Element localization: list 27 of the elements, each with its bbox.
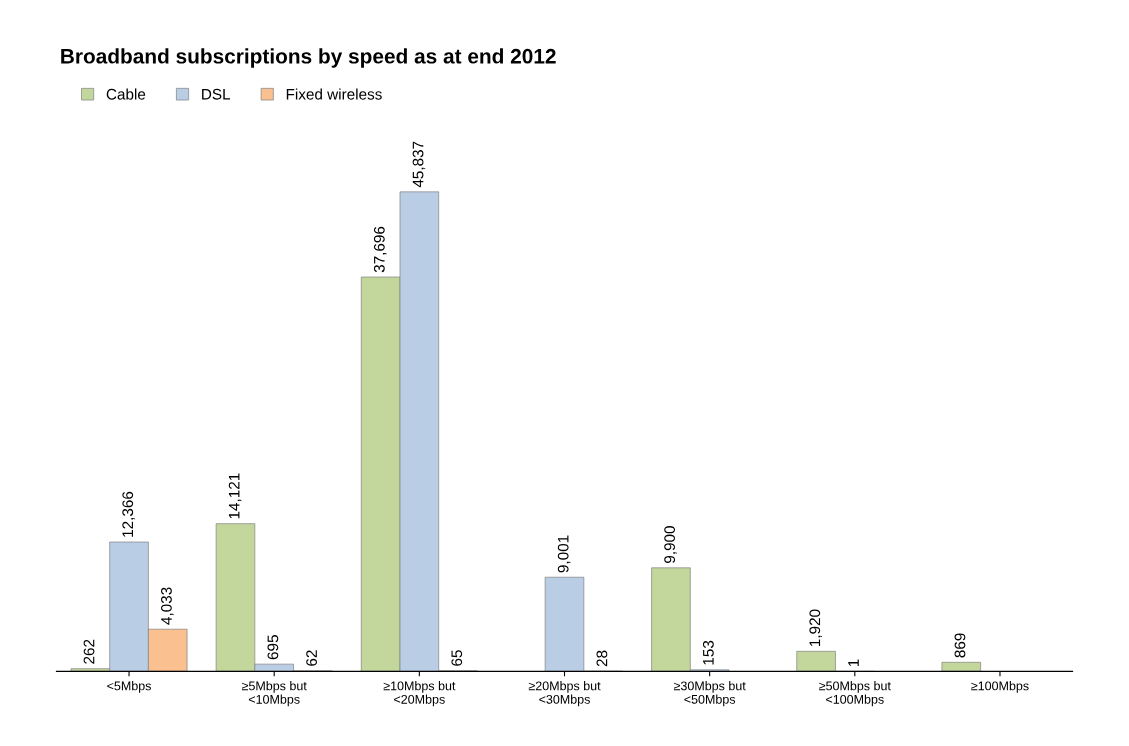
data-label: 12,366 bbox=[122, 491, 135, 537]
data-label: 1,920 bbox=[809, 609, 823, 646]
data-label: 695 bbox=[267, 635, 279, 660]
x-tick-label: ≥50Mbps but <100Mbps bbox=[819, 681, 891, 707]
x-tick-label: ≥100Mbps bbox=[971, 681, 1029, 693]
data-label: 28 bbox=[596, 650, 608, 667]
x-tick-label: ≥10Mbps but <20Mbps bbox=[383, 681, 456, 707]
x-tick-label: <5Mbps bbox=[107, 681, 151, 693]
data-label: 65 bbox=[451, 650, 463, 666]
x-tick-label: ≥5Mbps but <10Mbps bbox=[241, 681, 307, 707]
chart-title: Broadband subscriptions by speed as at end 2012 bbox=[61, 48, 556, 68]
data-label: 1 bbox=[848, 659, 859, 667]
data-label: 14,121 bbox=[228, 473, 242, 519]
x-tick-label: ≥30Mbps but <50Mbps bbox=[673, 681, 746, 707]
legend-label: Cable bbox=[106, 88, 146, 100]
legend-label: DSL bbox=[202, 88, 231, 100]
legend-label: Fixed wireless bbox=[286, 88, 382, 100]
data-label: 9,900 bbox=[664, 526, 677, 563]
data-label: 4,033 bbox=[161, 587, 174, 625]
data-label: 869 bbox=[954, 633, 966, 658]
data-label: 45,837 bbox=[412, 141, 426, 188]
x-tick-label: ≥20Mbps but <30Mbps bbox=[528, 681, 601, 707]
data-label: 153 bbox=[702, 640, 714, 665]
data-label: 37,696 bbox=[373, 226, 387, 273]
data-label: 62 bbox=[306, 650, 317, 666]
data-label: 9,001 bbox=[557, 535, 571, 573]
data-label: 262 bbox=[83, 639, 95, 664]
